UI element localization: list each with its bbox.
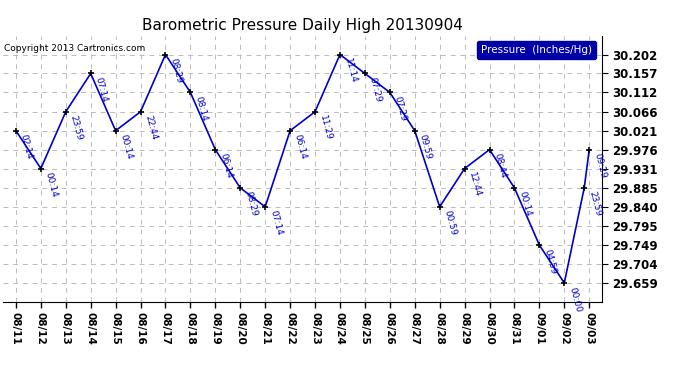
Text: 08:14: 08:14	[193, 95, 208, 122]
Text: 00:14: 00:14	[518, 190, 533, 218]
Text: 09:59: 09:59	[417, 134, 433, 161]
Text: 23:59: 23:59	[68, 114, 84, 142]
Text: 11:29: 11:29	[318, 114, 333, 142]
Text: 04:59: 04:59	[542, 248, 558, 275]
Text: 02:14: 02:14	[19, 134, 34, 160]
Title: Barometric Pressure Daily High 20130904: Barometric Pressure Daily High 20130904	[142, 18, 463, 33]
Text: 08:29: 08:29	[168, 57, 184, 84]
Text: 23:59: 23:59	[587, 190, 602, 218]
Text: 00:00: 00:00	[567, 286, 582, 313]
Legend: Pressure  (Inches/Hg): Pressure (Inches/Hg)	[477, 41, 596, 59]
Text: 06:14: 06:14	[218, 152, 233, 180]
Text: 22:44: 22:44	[144, 114, 159, 141]
Text: 07:29: 07:29	[368, 76, 383, 104]
Text: 07:14: 07:14	[268, 210, 284, 237]
Text: 00:59: 00:59	[442, 210, 458, 237]
Text: 07:14: 07:14	[93, 76, 109, 104]
Text: 12:44: 12:44	[467, 171, 483, 198]
Text: 08:29: 08:29	[243, 190, 258, 218]
Text: 08:44: 08:44	[492, 152, 508, 180]
Text: 07:29: 07:29	[393, 95, 408, 122]
Text: 09:29: 09:29	[592, 152, 607, 180]
Text: 06:14: 06:14	[293, 134, 308, 160]
Text: 11:14: 11:14	[343, 57, 358, 84]
Text: Copyright 2013 Cartronics.com: Copyright 2013 Cartronics.com	[4, 44, 146, 52]
Text: 00:14: 00:14	[43, 171, 59, 198]
Text: 00:14: 00:14	[119, 134, 134, 160]
